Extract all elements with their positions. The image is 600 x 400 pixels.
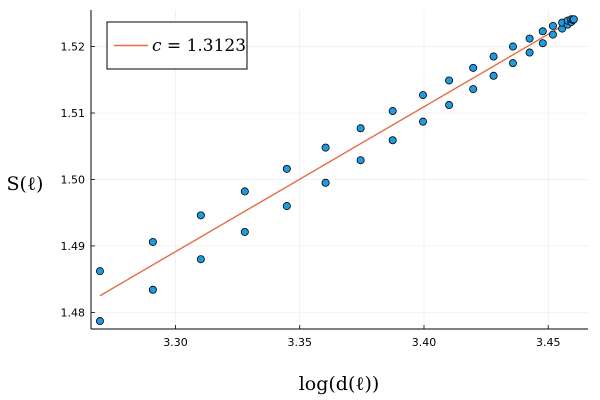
legend-label-value: = 1.3123 [162, 36, 247, 56]
data-point [548, 30, 557, 39]
data-point [469, 63, 478, 72]
data-point [321, 178, 330, 187]
data-point [388, 136, 397, 145]
data-point [240, 187, 249, 196]
x-tick-label: 3.40 [412, 336, 437, 349]
data-point [525, 48, 534, 57]
data-point [418, 91, 427, 100]
data-point [548, 21, 557, 30]
data-point [489, 71, 498, 80]
grid-lines [91, 10, 588, 329]
x-ticks: 3.30 3.35 3.40 3.45 [163, 325, 560, 349]
data-point [196, 211, 205, 220]
y-tick-label: 1.51 [61, 107, 86, 120]
data-point [418, 117, 427, 126]
data-point [148, 285, 157, 294]
data-point [356, 156, 365, 165]
data-point [148, 237, 157, 246]
y-axis-title-text: S(ℓ) [7, 173, 44, 195]
data-point [240, 227, 249, 236]
data-point [95, 317, 104, 326]
legend: c = 1.3123 [106, 21, 248, 70]
x-tick-label: 3.45 [536, 336, 561, 349]
y-axis-title: S(ℓ) [7, 173, 44, 195]
data-point [356, 124, 365, 133]
data-point [445, 101, 454, 110]
data-point [569, 15, 578, 24]
data-point [508, 42, 517, 51]
data-point [282, 202, 291, 211]
x-axis-title-text: log(d(ℓ)) [299, 373, 380, 395]
x-tick-label: 3.35 [287, 336, 312, 349]
data-point [388, 107, 397, 116]
data-point [538, 27, 547, 36]
data-point [469, 85, 478, 94]
y-ticks: 1.48 1.49 1.50 1.51 1.52 [61, 41, 95, 319]
legend-label: c = 1.3123 [152, 36, 246, 56]
data-point [538, 39, 547, 48]
data-point [196, 255, 205, 264]
data-point [321, 143, 330, 152]
data-point [508, 59, 517, 68]
fit-line-layer [99, 18, 575, 297]
legend-label-var: c [152, 36, 162, 56]
data-point [95, 267, 104, 276]
fit-line [99, 18, 575, 297]
y-tick-label: 1.48 [61, 306, 86, 319]
y-tick-label: 1.52 [61, 41, 86, 54]
data-points-layer [95, 15, 578, 326]
y-tick-label: 1.49 [61, 240, 86, 253]
data-point [489, 52, 498, 61]
data-point [525, 34, 534, 43]
x-axis-title: log(d(ℓ)) [299, 373, 380, 395]
x-tick-label: 3.30 [163, 336, 188, 349]
data-point [445, 76, 454, 85]
y-tick-label: 1.50 [61, 173, 86, 186]
data-point [282, 164, 291, 173]
